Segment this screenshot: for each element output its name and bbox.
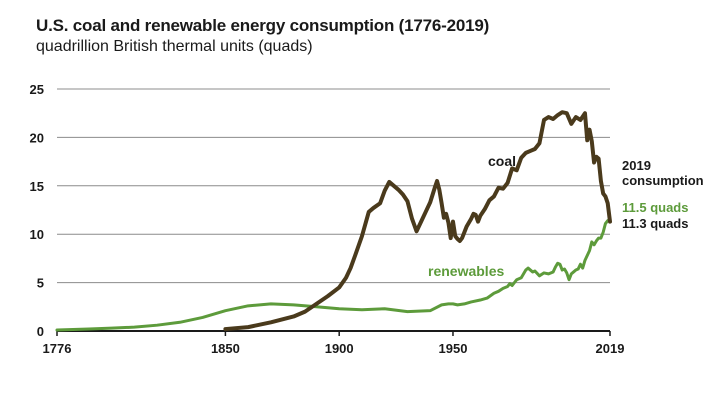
coal-2019-value: 11.3 quads	[622, 216, 688, 231]
y-tick-label: 25	[30, 82, 44, 97]
series-layer	[55, 110, 612, 332]
x-axis: 1776 1850 1900 1950 2019	[43, 331, 625, 356]
y-tick-label: 5	[37, 276, 44, 291]
coal-line	[223, 110, 612, 332]
gridlines	[57, 88, 610, 284]
y-axis: 0 5 10 15 20 25	[30, 82, 44, 339]
x-tick-label: 1950	[439, 341, 468, 356]
consumption-label-line1: 2019	[622, 158, 651, 173]
renewables-2019-value: 11.5 quads	[622, 200, 688, 215]
chart-subtitle: quadrillion British thermal units (quads…	[36, 38, 313, 55]
consumption-label-line2: consumption	[622, 173, 704, 188]
coal-series-label: coal	[488, 153, 516, 169]
y-tick-label: 20	[30, 130, 44, 145]
y-tick-label: 10	[30, 227, 44, 242]
renewables-line	[55, 218, 612, 332]
x-tick-label: 2019	[596, 341, 625, 356]
y-tick-label: 15	[30, 179, 44, 194]
x-tick-label: 1776	[43, 341, 72, 356]
renewables-series-label: renewables	[428, 263, 504, 279]
chart-title: U.S. coal and renewable energy consumpti…	[36, 16, 490, 35]
y-tick-label: 0	[37, 324, 44, 339]
x-tick-label: 1900	[325, 341, 354, 356]
x-tick-label: 1850	[211, 341, 240, 356]
